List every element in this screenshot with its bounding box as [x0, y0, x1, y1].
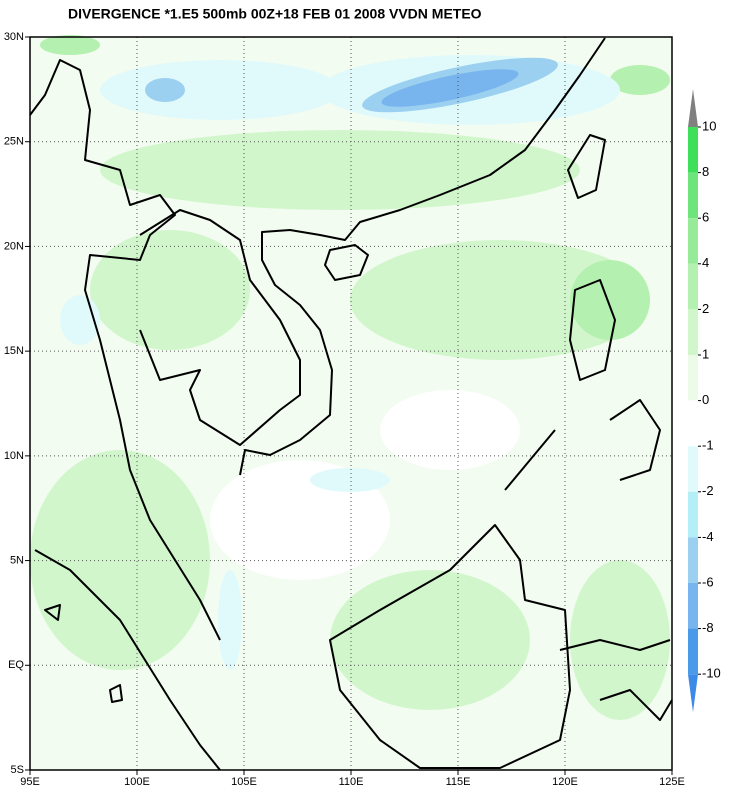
y-tick-label: 25N: [4, 136, 24, 148]
colorbar-label: 8: [702, 164, 709, 179]
y-tick-label: EQ: [8, 659, 24, 671]
x-tick-label: 115E: [446, 776, 471, 788]
colorbar-segment: [688, 309, 698, 355]
y-tick-label: 10N: [4, 450, 24, 462]
y-tick-label: 5S: [11, 764, 24, 776]
colorbar-segment: [688, 355, 698, 401]
map-axes: 95E 100E 105E 110E 115E 120E 125E 5S EQ 5N 10N 15N 2…: [4, 31, 685, 788]
colorbar-label: 1: [702, 346, 709, 361]
colorbar-label: 4: [702, 255, 709, 270]
colorbar-label: 10: [702, 118, 716, 133]
colorbar-label: 0: [702, 392, 709, 407]
x-tick-label: 105E: [231, 776, 257, 788]
colorbar-label: -4: [702, 529, 714, 544]
colorbar-segment: [688, 628, 698, 675]
map-title: DIVERGENCE *1.E5 500mb 00Z+18 FEB 01 200…: [68, 6, 482, 22]
colorbar-segment: [688, 537, 698, 583]
colorbar-segment: [688, 172, 698, 219]
colorbar-segment: [688, 400, 698, 447]
colorbar-label: -1: [702, 438, 714, 453]
colorbar-label: -2: [702, 483, 714, 498]
y-tick-label: 5N: [10, 554, 24, 566]
x-tick-label: 100E: [124, 776, 150, 788]
divergence-field: [30, 35, 672, 770]
colorbar-label: -8: [702, 620, 714, 635]
colorbar-label: -6: [702, 574, 714, 589]
colorbar-segment: [688, 583, 698, 629]
y-tick-label: 20N: [4, 240, 24, 252]
colorbar-label: 6: [702, 210, 709, 225]
colorbar-segment: [688, 446, 698, 492]
colorbar-label: -10: [702, 666, 721, 681]
colorbar-segment: [688, 218, 698, 264]
x-tick-label: 110E: [339, 776, 364, 788]
colorbar-extend-bottom: [688, 674, 698, 713]
colorbar-label: 2: [702, 301, 709, 316]
x-tick-label: 125E: [659, 776, 685, 788]
coastlines: [29, 37, 673, 771]
y-tick-label: 30N: [4, 31, 24, 43]
y-tick-label: 15N: [4, 345, 24, 357]
colorbar-extend-top: [688, 89, 698, 127]
colorbar-segment: [688, 127, 698, 173]
x-tick-label: 120E: [552, 776, 578, 788]
x-tick-label: 95E: [20, 776, 40, 788]
colorbar-segment: [688, 263, 698, 310]
colorbar-segment: [688, 491, 698, 538]
